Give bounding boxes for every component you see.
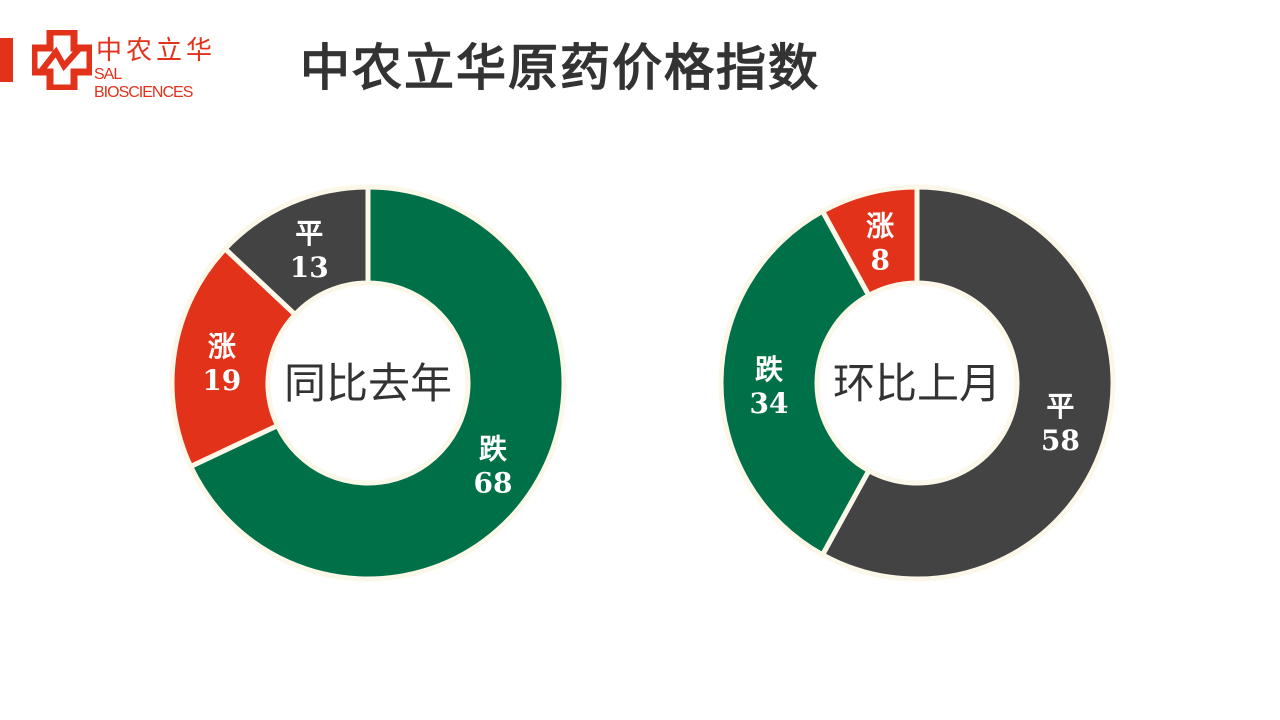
accent-bar (0, 38, 13, 82)
donut-slice (187, 184, 567, 582)
donut-slice (819, 184, 1116, 582)
donut-slice (169, 245, 299, 470)
donut-center-label: 环比上月 (833, 359, 1001, 408)
slice-value: 34 (750, 387, 789, 420)
donut-slice (718, 207, 873, 559)
logo-cross-icon (30, 28, 94, 92)
logo-text-en: SAL BIOSCIENCES (94, 66, 193, 101)
slice-value: 19 (202, 364, 241, 397)
slice-label: 平 (295, 217, 323, 250)
slice-label: 涨 (866, 210, 894, 243)
slice-label: 涨 (208, 330, 236, 363)
donut-slice (221, 184, 371, 319)
slice-value: 8 (870, 244, 889, 277)
donut-center-label: 同比去年 (284, 359, 452, 408)
slice-label: 跌 (479, 432, 507, 465)
logo: 中农立华 SAL BIOSCIENCES (30, 28, 222, 101)
slice-value: 68 (473, 466, 512, 499)
donut-slice (819, 184, 920, 299)
slice-label: 跌 (755, 353, 783, 386)
slice-value: 13 (290, 251, 329, 284)
slice-value: 58 (1041, 424, 1080, 457)
page-title: 中农立华原药价格指数 (300, 39, 820, 97)
slice-label: 平 (1046, 390, 1074, 423)
logo-text-cn: 中农立华 (96, 36, 217, 66)
